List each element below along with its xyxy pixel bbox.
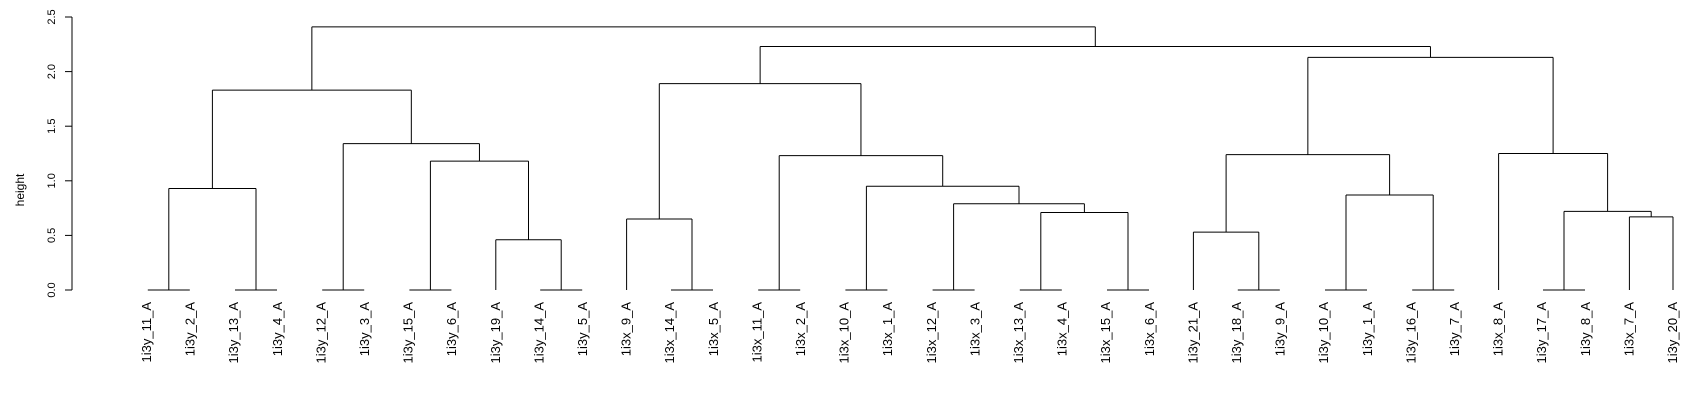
leaf-labels: 1i3y_11_A 1i3y_2_A 1i3y_13_A 1i3y_4_A 1i3y_1… (139, 302, 1680, 364)
leaf-label: 1i3y_11_A (139, 302, 154, 363)
leaf-label: 1i3y_4_A (270, 302, 285, 357)
leaf-label: 1i3x_5_A (706, 302, 721, 357)
leaf-label: 1i3x_7_A (1621, 302, 1636, 357)
leaf-label: 1i3x_6_A (1142, 302, 1157, 357)
leaf-label: 1i3x_2_A (793, 302, 808, 357)
y-tick-label: 1.5 (46, 119, 58, 134)
leaf-label: 1i3x_10_A (837, 302, 852, 364)
leaf-label: 1i3x_13_A (1011, 302, 1026, 364)
leaf-label: 1i3x_12_A (924, 302, 939, 364)
y-axis: 0.0 0.5 1.0 1.5 2.0 2.5 (46, 9, 73, 298)
leaf-label: 1i3x_1_A (880, 302, 895, 357)
dendrogram-links (147, 26, 1674, 291)
leaf-label: 1i3y_14_A (531, 302, 546, 364)
leaf-label: 1i3y_16_A (1403, 302, 1418, 364)
leaf-label: 1i3y_20_A (1665, 302, 1680, 364)
leaf-label: 1i3y_9_A (1273, 302, 1288, 357)
leaf-label: 1i3y_6_A (444, 302, 459, 357)
leaf-label: 1i3x_4_A (1055, 302, 1070, 357)
leaf-label: 1i3y_18_A (1229, 302, 1244, 364)
leaf-label: 1i3y_13_A (226, 302, 241, 364)
y-tick-label: 2.5 (46, 9, 58, 24)
leaf-label: 1i3y_15_A (401, 302, 416, 364)
leaf-label: 1i3y_21_A (1185, 302, 1200, 364)
leaf-label: 1i3y_19_A (488, 302, 503, 364)
leaf-label: 1i3x_8_A (1491, 302, 1506, 357)
y-tick-label: 0.5 (46, 228, 58, 243)
y-axis-label: height (13, 173, 27, 206)
leaf-label: 1i3y_7_A (1447, 302, 1462, 357)
leaf-label: 1i3x_14_A (662, 302, 677, 364)
leaf-label: 1i3y_2_A (183, 302, 198, 357)
leaf-label: 1i3y_3_A (357, 302, 372, 357)
leaf-label: 1i3y_17_A (1534, 302, 1549, 364)
leaf-label: 1i3x_3_A (967, 302, 982, 357)
y-tick-label: 0.0 (46, 282, 58, 297)
leaf-label: 1i3y_5_A (575, 302, 590, 357)
y-tick-label: 2.0 (46, 64, 58, 79)
leaf-label: 1i3x_15_A (1098, 302, 1113, 364)
leaf-label: 1i3x_11_A (749, 302, 764, 363)
leaf-label: 1i3y_8_A (1578, 302, 1593, 357)
leaf-label: 1i3y_12_A (313, 302, 328, 364)
leaf-label: 1i3x_9_A (619, 302, 634, 357)
y-tick-label: 1.0 (46, 173, 58, 188)
leaf-label: 1i3y_10_A (1316, 302, 1331, 364)
leaf-label: 1i3y_1_A (1360, 302, 1375, 357)
